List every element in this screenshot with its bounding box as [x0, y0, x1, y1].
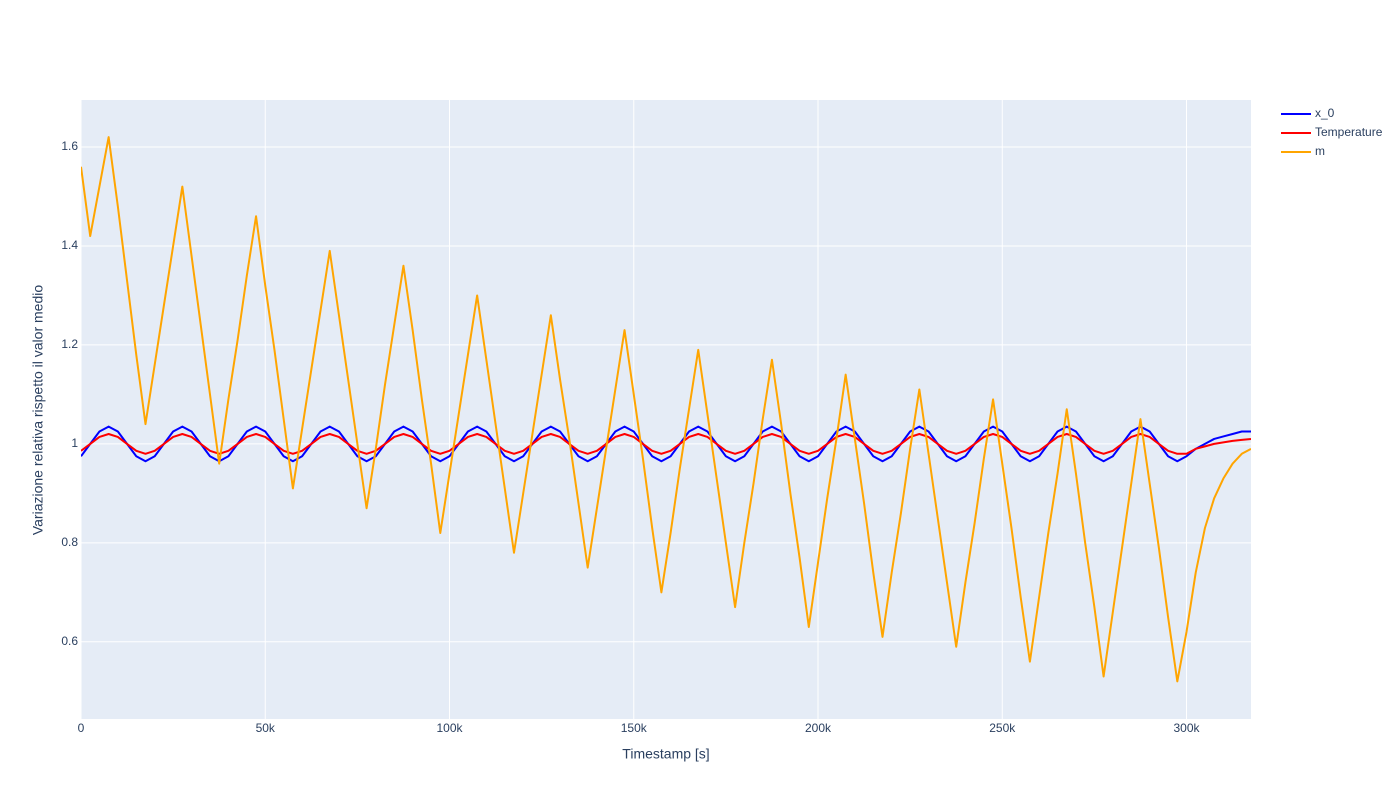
- labels: 0.6 0.8 1 1.2 1.4 1.6 0 50k 100k 150k 200k 250k 300k: [61, 139, 1200, 735]
- x-tick-label: 150k: [621, 721, 648, 735]
- x-tick-label: 100k: [436, 721, 463, 735]
- y-axis-title: Variazione relativa rispetto il valor me…: [30, 285, 46, 536]
- lines: [81, 136, 1251, 683]
- series-line: [81, 136, 1251, 683]
- legend: x_0 Temperature m: [1281, 106, 1383, 158]
- legend-label[interactable]: m: [1315, 144, 1325, 158]
- y-tick-label: 1.2: [61, 337, 78, 351]
- legend-label[interactable]: x_0: [1315, 106, 1335, 120]
- legend-label[interactable]: Temperature: [1315, 125, 1383, 139]
- x-tick-label: 50k: [256, 721, 276, 735]
- x-tick-label: 200k: [805, 721, 832, 735]
- y-tick-label: 0.6: [61, 634, 78, 648]
- plot-area: [81, 100, 1251, 719]
- series-line: [81, 432, 1251, 455]
- x-tick-label: 0: [78, 721, 85, 735]
- y-tick-label: 1: [71, 436, 78, 450]
- y-tick-label: 1.4: [61, 238, 78, 252]
- x-tick-label: 300k: [1173, 721, 1200, 735]
- y-tick-label: 0.8: [61, 535, 78, 549]
- y-tick-label: 1.6: [61, 139, 78, 153]
- x-axis-title: Timestamp [s]: [622, 746, 709, 762]
- x-tick-label: 250k: [989, 721, 1016, 735]
